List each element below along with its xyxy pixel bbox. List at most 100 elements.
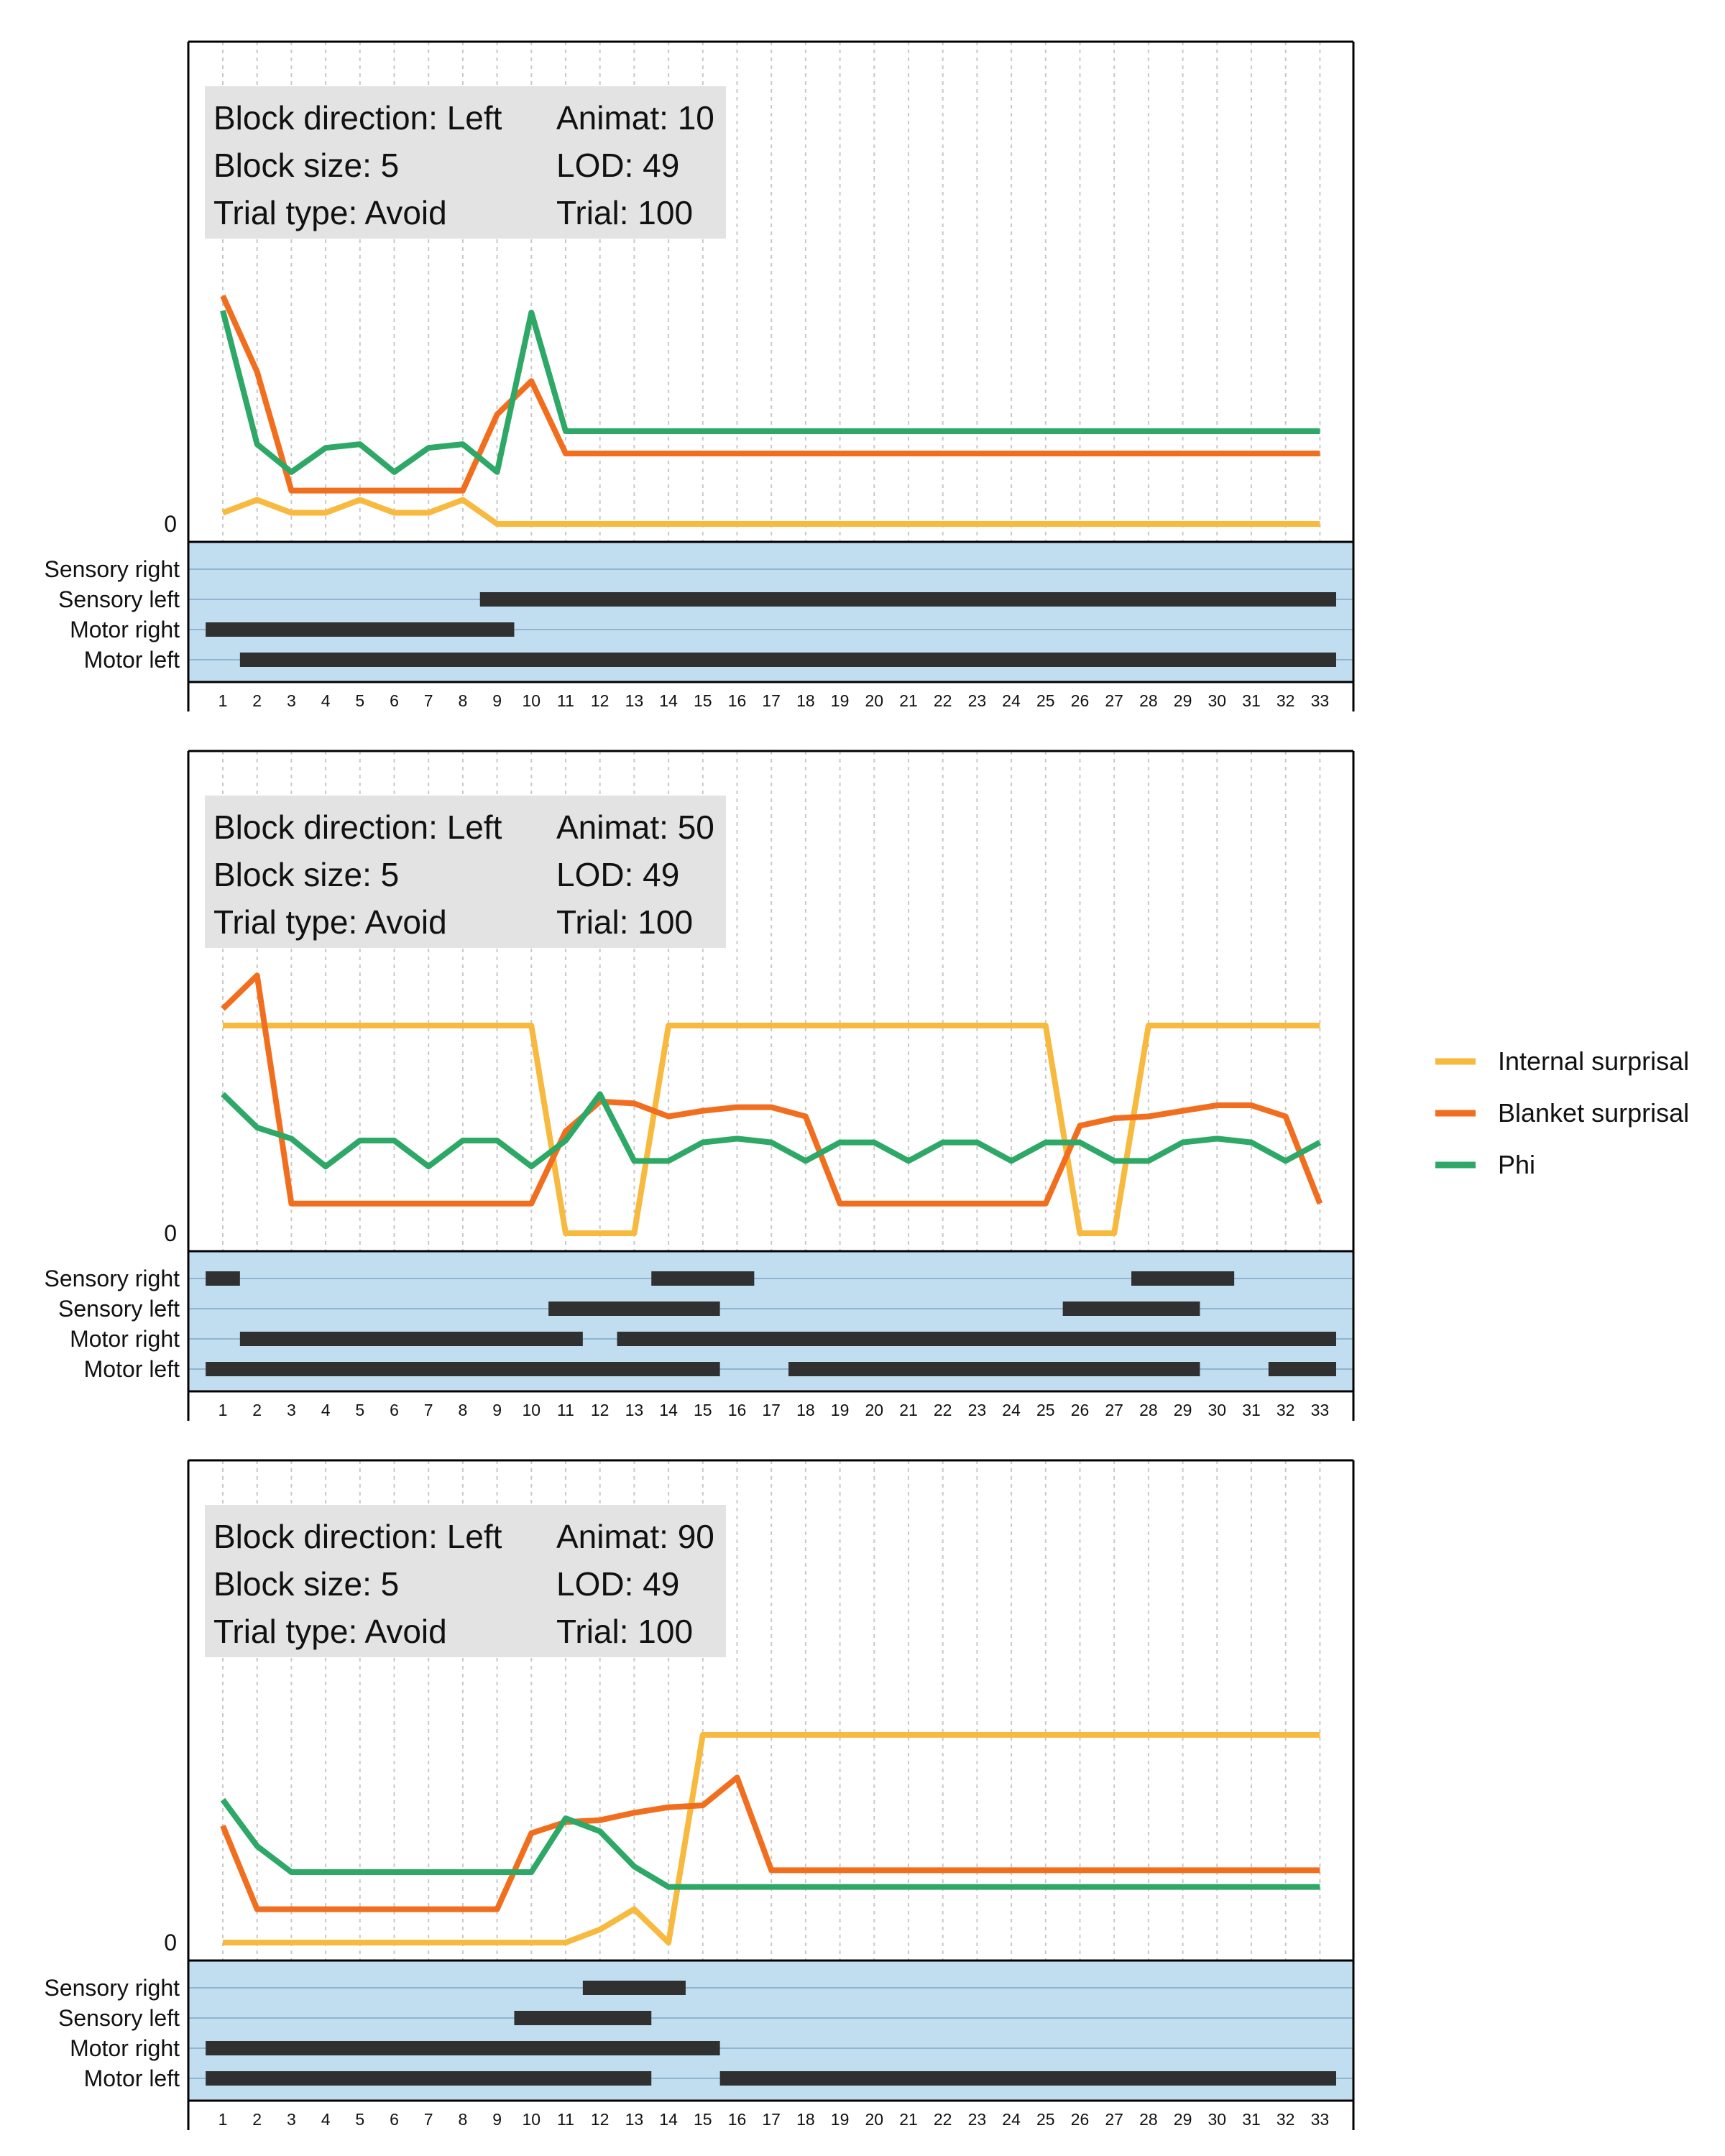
data-point	[428, 490, 429, 491]
data-point	[805, 524, 806, 525]
raster-bar	[719, 2071, 1336, 2086]
raster-bar	[206, 2041, 720, 2055]
info-left-3: Trial type: Avoid	[213, 194, 447, 231]
raster-row-label: Motor left	[84, 2065, 180, 2091]
x-tick-label: 22	[934, 691, 952, 710]
series-line	[220, 1774, 1320, 1912]
data-point	[1045, 1142, 1046, 1143]
data-point	[805, 1735, 806, 1736]
x-tick-label: 13	[625, 1401, 644, 1419]
legend-label: Blanket surprisal	[1498, 1098, 1689, 1128]
x-tick-label: 29	[1174, 1401, 1192, 1419]
data-point	[599, 431, 600, 432]
data-point	[702, 431, 703, 432]
data-point	[359, 1871, 360, 1872]
data-point	[1182, 1142, 1183, 1143]
data-point	[771, 1142, 772, 1143]
x-tick-label: 30	[1208, 691, 1227, 710]
x-tick-label: 32	[1276, 691, 1295, 710]
x-tick-label: 5	[355, 2110, 364, 2129]
data-point	[977, 1203, 978, 1204]
info-box: Block direction: Left Block size: 5 Trial …	[205, 1505, 726, 1657]
x-tick-label: 23	[968, 1401, 987, 1419]
data-point	[1285, 1735, 1286, 1736]
x-tick-label: 14	[659, 1401, 678, 1419]
data-point	[908, 431, 909, 432]
data-point	[668, 1886, 669, 1887]
x-tick-label: 18	[796, 1401, 815, 1419]
x-tick-label: 1	[218, 2110, 228, 2129]
info-right-3: Trial: 100	[556, 903, 693, 941]
x-tick-label: 17	[762, 2110, 781, 2129]
data-point	[531, 524, 532, 525]
x-tick-label: 21	[899, 1401, 918, 1419]
x-tick-label: 31	[1242, 1401, 1261, 1419]
raster-row-label: Sensory left	[58, 1296, 180, 1322]
data-point	[1148, 1116, 1149, 1117]
x-tick-label: 33	[1311, 2110, 1330, 2129]
info-right-2: LOD: 49	[556, 856, 679, 893]
data-point	[634, 1233, 635, 1234]
x-tick-label: 12	[591, 2110, 610, 2129]
raster-bar	[1062, 1302, 1200, 1316]
data-point	[702, 1735, 703, 1736]
x-tick-label: 14	[659, 2110, 678, 2129]
data-point	[531, 312, 532, 313]
data-point	[1251, 1735, 1252, 1736]
series-internal-surprisal	[221, 497, 1320, 527]
data-point	[1011, 1870, 1012, 1871]
data-point	[359, 499, 360, 500]
x-tick-label: 24	[1002, 1401, 1021, 1419]
data-point	[1251, 1886, 1252, 1887]
data-point	[977, 1886, 978, 1887]
x-tick-label: 13	[625, 2110, 644, 2129]
series-phi	[220, 309, 1320, 475]
x-tick-label: 4	[321, 2110, 331, 2129]
raster-row-label: Sensory left	[58, 2005, 180, 2031]
data-point	[462, 490, 463, 491]
data-point	[531, 1871, 532, 1872]
x-tick-label: 29	[1174, 691, 1192, 710]
info-left-3: Trial type: Avoid	[213, 1613, 447, 1650]
series-line	[220, 309, 1320, 475]
x-tick-label: 4	[321, 691, 331, 710]
data-point	[977, 1735, 978, 1736]
x-tick-label: 11	[557, 691, 574, 710]
data-point	[223, 1094, 224, 1095]
data-point	[1217, 1735, 1218, 1736]
data-point	[634, 1812, 635, 1813]
x-tick-label: 20	[865, 691, 884, 710]
x-tick-label: 27	[1105, 1401, 1123, 1419]
data-point	[1217, 1870, 1218, 1871]
x-tick-label: 2	[252, 2110, 262, 2129]
data-point	[942, 1203, 943, 1204]
x-tick-label: 30	[1208, 2110, 1227, 2129]
data-point	[599, 524, 600, 525]
data-point	[394, 1871, 395, 1872]
y-tick-label: 0	[164, 1930, 177, 1955]
x-tick-label: 27	[1105, 2110, 1123, 2129]
data-point	[1251, 1142, 1252, 1143]
x-tick-label: 15	[694, 691, 712, 710]
x-tick-label: 6	[390, 1401, 399, 1419]
x-tick-label: 3	[287, 2110, 296, 2129]
data-point	[1285, 524, 1286, 525]
info-right-1: Animat: 10	[556, 99, 714, 137]
data-point	[1148, 431, 1149, 432]
x-tick-label: 12	[591, 691, 610, 710]
info-right-3: Trial: 100	[556, 194, 693, 231]
series-internal-surprisal	[223, 1732, 1320, 1945]
info-right-1: Animat: 90	[556, 1518, 714, 1555]
data-point	[942, 1735, 943, 1736]
data-point	[874, 1142, 875, 1143]
x-tick-label: 2	[252, 1401, 262, 1419]
data-point	[1011, 431, 1012, 432]
panel-1: Block direction: Left Block size: 5 Trial …	[44, 40, 1355, 711]
data-point	[223, 310, 224, 311]
x-tick-label: 26	[1071, 1401, 1090, 1419]
data-point	[908, 1735, 909, 1736]
info-right-2: LOD: 49	[556, 1565, 679, 1603]
data-point	[1114, 1886, 1115, 1887]
x-tick-label: 9	[492, 1401, 502, 1419]
raster-row-label: Motor right	[70, 2035, 180, 2061]
